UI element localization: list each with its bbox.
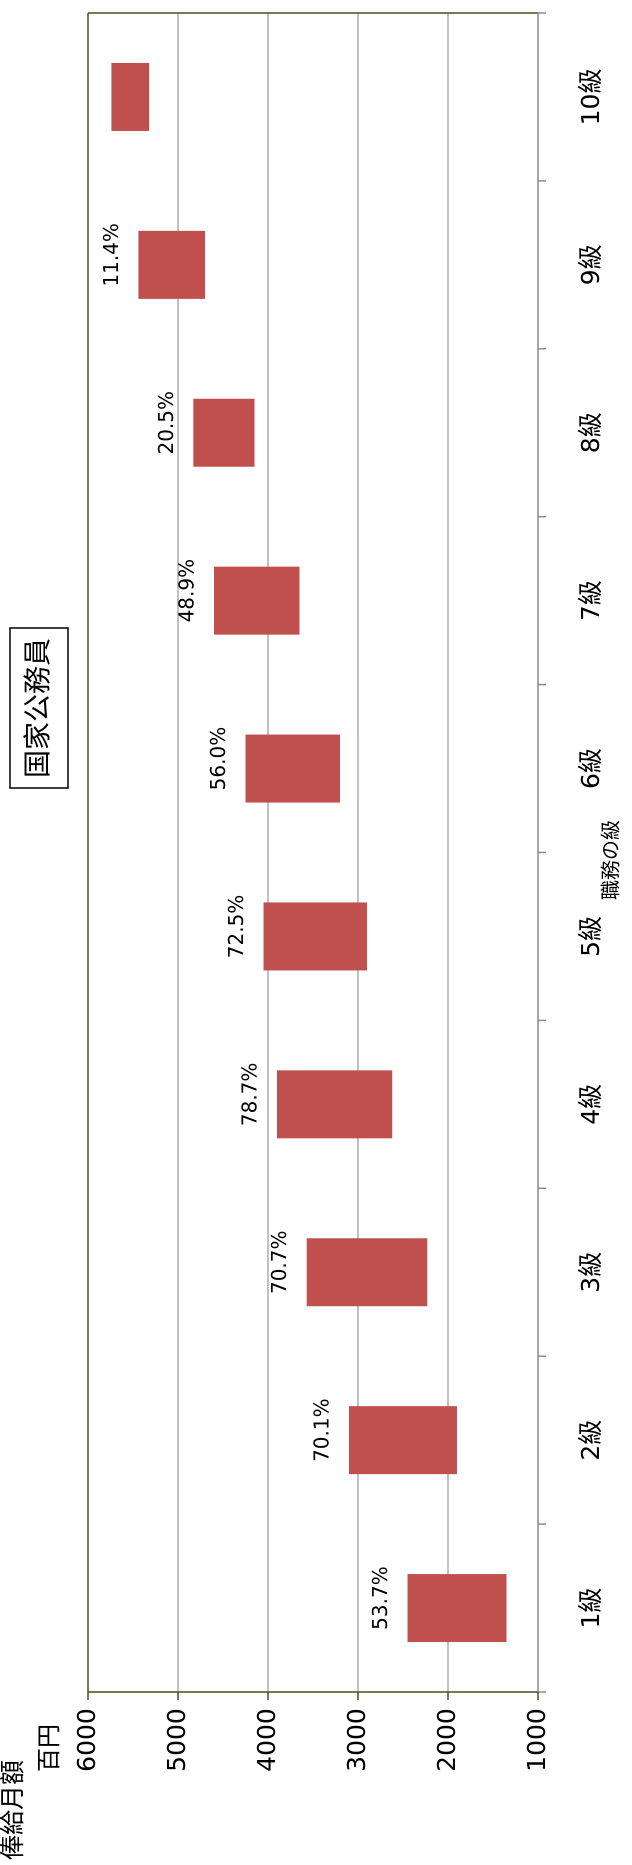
bar-10級 xyxy=(111,62,150,131)
value-axis-title: 俸給月額 xyxy=(0,1760,27,1860)
bar-5級 xyxy=(263,902,367,971)
percent-label: 72.5% xyxy=(224,895,248,959)
bar-4級 xyxy=(277,1070,393,1139)
category-label: 10級 xyxy=(576,69,605,126)
title-box xyxy=(9,627,69,789)
value-tick-label: 4000 xyxy=(252,1708,281,1772)
category-label: 2級 xyxy=(576,1420,605,1461)
chart-title: 国家公務員 xyxy=(21,638,54,778)
value-tick-label: 2000 xyxy=(432,1708,461,1772)
value-tick-label: 5000 xyxy=(162,1708,191,1772)
value-tick-label: 1000 xyxy=(522,1708,551,1772)
bar-1級 xyxy=(407,1574,507,1643)
percent-label: 20.5% xyxy=(154,391,178,455)
category-label: 5級 xyxy=(576,916,605,957)
percent-label: 56.0% xyxy=(206,727,230,791)
category-label: 8級 xyxy=(576,412,605,453)
bar-3級 xyxy=(306,1238,428,1307)
percent-label: 48.9% xyxy=(175,559,199,623)
category-label: 6級 xyxy=(576,748,605,789)
percent-label: 11.4% xyxy=(99,223,123,287)
bar-9級 xyxy=(138,230,205,299)
value-tick-label: 3000 xyxy=(342,1708,371,1772)
category-label: 4級 xyxy=(576,1084,605,1125)
bar-8級 xyxy=(193,398,255,467)
bar-7級 xyxy=(214,566,300,635)
category-axis-title: 職務の級 xyxy=(599,820,623,900)
category-label: 1級 xyxy=(576,1588,605,1629)
percent-label: 70.1% xyxy=(310,1398,334,1462)
category-label: 3級 xyxy=(576,1252,605,1293)
percent-label: 70.7% xyxy=(267,1230,291,1294)
percent-label: 78.7% xyxy=(238,1063,262,1127)
value-tick-label: 6000 xyxy=(72,1708,101,1772)
category-label: 7級 xyxy=(576,580,605,621)
category-label: 9級 xyxy=(576,244,605,285)
percent-label: 53.7% xyxy=(368,1566,392,1630)
value-unit-label: 百円 xyxy=(35,1724,63,1772)
bar-6級 xyxy=(245,734,340,803)
bar-2級 xyxy=(349,1406,457,1475)
